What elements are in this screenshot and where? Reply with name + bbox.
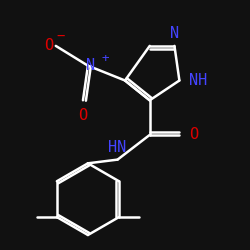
Text: −: − bbox=[56, 29, 65, 43]
Text: O: O bbox=[44, 38, 53, 54]
Text: NH: NH bbox=[189, 73, 208, 88]
Text: N: N bbox=[86, 58, 95, 73]
Text: O: O bbox=[189, 128, 198, 142]
Text: O: O bbox=[78, 108, 88, 123]
Text: +: + bbox=[102, 52, 109, 65]
Text: HN: HN bbox=[108, 140, 127, 155]
Text: N: N bbox=[170, 26, 179, 41]
